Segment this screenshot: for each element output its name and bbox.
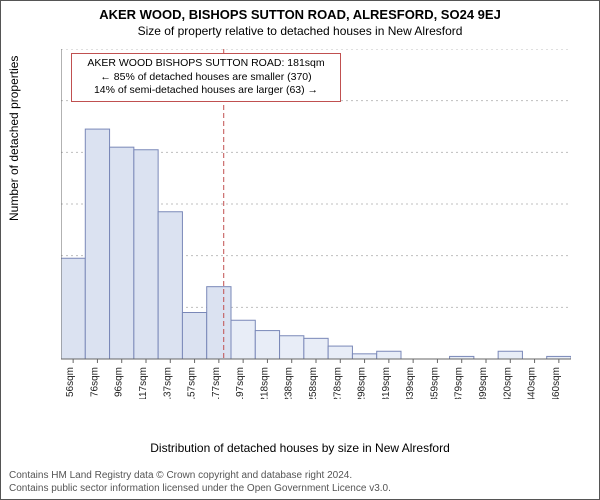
info-box: AKER WOOD BISHOPS SUTTON ROAD: 181sqm ← … (71, 53, 341, 102)
histogram-bar (352, 354, 376, 359)
svg-text:278sqm: 278sqm (332, 367, 343, 399)
title-main: AKER WOOD, BISHOPS SUTTON ROAD, ALRESFOR… (1, 7, 599, 22)
svg-text:379sqm: 379sqm (454, 367, 465, 399)
svg-text:258sqm: 258sqm (308, 367, 319, 399)
svg-text:238sqm: 238sqm (284, 367, 295, 399)
x-axis-title: Distribution of detached houses by size … (1, 441, 599, 455)
histogram-bar (158, 212, 182, 359)
footer-line1: Contains HM Land Registry data © Crown c… (9, 470, 591, 483)
svg-text:96sqm: 96sqm (114, 367, 125, 397)
svg-text:339sqm: 339sqm (405, 367, 416, 399)
svg-text:137sqm: 137sqm (162, 367, 173, 399)
info-box-line1: AKER WOOD BISHOPS SUTTON ROAD: 181sqm (78, 57, 334, 71)
figure-container: AKER WOOD, BISHOPS SUTTON ROAD, ALRESFOR… (0, 0, 600, 500)
histogram-bar (280, 336, 304, 359)
histogram-bar (231, 320, 255, 359)
histogram-bar (110, 147, 134, 359)
footer: Contains HM Land Registry data © Crown c… (9, 470, 591, 495)
svg-text:76sqm: 76sqm (89, 367, 100, 397)
svg-text:197sqm: 197sqm (235, 367, 246, 399)
histogram-bar (207, 287, 231, 359)
svg-text:157sqm: 157sqm (187, 367, 198, 399)
svg-text:440sqm: 440sqm (527, 367, 538, 399)
svg-text:298sqm: 298sqm (357, 367, 368, 399)
svg-text:420sqm: 420sqm (502, 367, 513, 399)
y-axis-title: Number of detached properties (7, 56, 21, 221)
footer-line2: Contains public sector information licen… (9, 483, 591, 496)
histogram-bar (255, 331, 279, 359)
info-box-line3: 14% of semi-detached houses are larger (… (78, 84, 334, 98)
histogram-bar (377, 351, 401, 359)
svg-text:359sqm: 359sqm (429, 367, 440, 399)
histogram-bar (182, 313, 206, 360)
histogram-bar (304, 338, 328, 359)
histogram-bar (85, 129, 109, 359)
svg-text:460sqm: 460sqm (551, 367, 562, 399)
svg-text:177sqm: 177sqm (211, 367, 222, 399)
svg-text:399sqm: 399sqm (478, 367, 489, 399)
histogram-bar (61, 258, 85, 359)
histogram-bar (134, 150, 158, 359)
svg-text:56sqm: 56sqm (65, 367, 76, 397)
svg-text:319sqm: 319sqm (381, 367, 392, 399)
svg-text:218sqm: 218sqm (259, 367, 270, 399)
svg-text:117sqm: 117sqm (138, 367, 149, 399)
histogram-bar (498, 351, 522, 359)
info-box-line2: ← 85% of detached houses are smaller (37… (78, 71, 334, 85)
title-sub: Size of property relative to detached ho… (1, 24, 599, 38)
histogram-bar (328, 346, 352, 359)
